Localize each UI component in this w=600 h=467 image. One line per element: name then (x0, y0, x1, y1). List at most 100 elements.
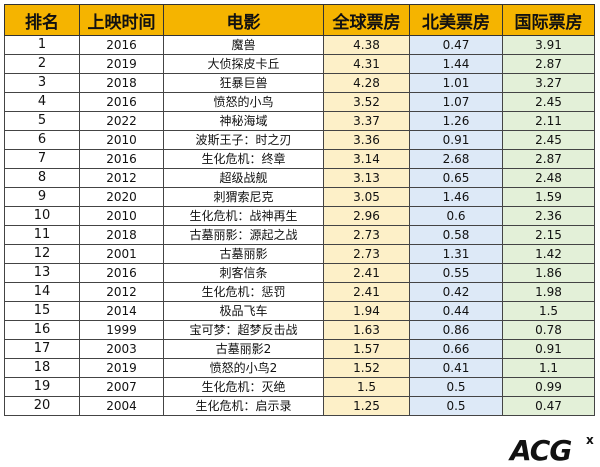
rank-cell: 17 (4, 339, 80, 359)
global-box-office-cell: 4.38 (323, 35, 410, 55)
movie-title-cell: 生化危机：惩罚 (163, 282, 324, 302)
global-box-office-cell: 1.94 (323, 301, 410, 321)
header-international-box-office: 国际票房 (502, 4, 595, 36)
movie-title-cell: 古墓丽影：源起之战 (163, 225, 324, 245)
header-north-america-box-office: 北美票房 (409, 4, 503, 36)
international-box-office-cell: 1.5 (502, 301, 595, 321)
release-year-cell: 2010 (79, 130, 164, 150)
release-year-cell: 2007 (79, 377, 164, 397)
table-row: 5 2022 神秘海域 3.37 1.26 2.11 (4, 111, 595, 131)
table-row: 6 2010 波斯王子：时之刃 3.36 0.91 2.45 (4, 130, 595, 150)
global-box-office-cell: 3.13 (323, 168, 410, 188)
global-box-office-cell: 2.41 (323, 282, 410, 302)
header-rank: 排名 (4, 4, 80, 36)
table-row: 4 2016 愤怒的小鸟 3.52 1.07 2.45 (4, 92, 595, 112)
release-year-cell: 2014 (79, 301, 164, 321)
table-row: 9 2020 刺猬索尼克 3.05 1.46 1.59 (4, 187, 595, 207)
north-america-box-office-cell: 0.44 (409, 301, 503, 321)
global-box-office-cell: 2.96 (323, 206, 410, 226)
north-america-box-office-cell: 1.31 (409, 244, 503, 264)
global-box-office-cell: 2.73 (323, 225, 410, 245)
international-box-office-cell: 0.78 (502, 320, 595, 340)
international-box-office-cell: 2.15 (502, 225, 595, 245)
release-year-cell: 2016 (79, 92, 164, 112)
table-row: 19 2007 生化危机：灭绝 1.5 0.5 0.99 (4, 377, 595, 397)
rank-cell: 16 (4, 320, 80, 340)
international-box-office-cell: 2.45 (502, 92, 595, 112)
rank-cell: 13 (4, 263, 80, 283)
international-box-office-cell: 1.1 (502, 358, 595, 378)
movie-title-cell: 宝可梦：超梦反击战 (163, 320, 324, 340)
north-america-box-office-cell: 0.65 (409, 168, 503, 188)
north-america-box-office-cell: 0.42 (409, 282, 503, 302)
release-year-cell: 2010 (79, 206, 164, 226)
header-movie: 电影 (163, 4, 324, 36)
movie-title-cell: 愤怒的小鸟2 (163, 358, 324, 378)
rank-cell: 6 (4, 130, 80, 150)
rank-cell: 1 (4, 35, 80, 55)
global-box-office-cell: 2.73 (323, 244, 410, 264)
rank-cell: 14 (4, 282, 80, 302)
international-box-office-cell: 0.91 (502, 339, 595, 359)
international-box-office-cell: 3.27 (502, 73, 595, 93)
movie-title-cell: 狂暴巨兽 (163, 73, 324, 93)
global-box-office-cell: 1.25 (323, 396, 410, 416)
north-america-box-office-cell: 0.5 (409, 396, 503, 416)
release-year-cell: 2004 (79, 396, 164, 416)
international-box-office-cell: 1.86 (502, 263, 595, 283)
movie-title-cell: 愤怒的小鸟 (163, 92, 324, 112)
global-box-office-cell: 3.37 (323, 111, 410, 131)
international-box-office-cell: 0.47 (502, 396, 595, 416)
movie-title-cell: 生化危机：启示录 (163, 396, 324, 416)
acg-logo-superscript: x (586, 433, 594, 447)
acg-logo-text: ACG (508, 434, 571, 466)
movie-title-cell: 古墓丽影 (163, 244, 324, 264)
north-america-box-office-cell: 0.5 (409, 377, 503, 397)
international-box-office-cell: 2.11 (502, 111, 595, 131)
north-america-box-office-cell: 1.26 (409, 111, 503, 131)
release-year-cell: 2020 (79, 187, 164, 207)
table-row: 13 2016 刺客信条 2.41 0.55 1.86 (4, 263, 595, 283)
global-box-office-cell: 3.14 (323, 149, 410, 169)
international-box-office-cell: 2.45 (502, 130, 595, 150)
international-box-office-cell: 2.87 (502, 54, 595, 74)
movie-title-cell: 生化危机：战神再生 (163, 206, 324, 226)
global-box-office-cell: 1.5 (323, 377, 410, 397)
global-box-office-cell: 2.41 (323, 263, 410, 283)
rank-cell: 4 (4, 92, 80, 112)
rank-cell: 12 (4, 244, 80, 264)
international-box-office-cell: 2.87 (502, 149, 595, 169)
north-america-box-office-cell: 2.68 (409, 149, 503, 169)
north-america-box-office-cell: 0.41 (409, 358, 503, 378)
international-box-office-cell: 3.91 (502, 35, 595, 55)
table-row: 12 2001 古墓丽影 2.73 1.31 1.42 (4, 244, 595, 264)
rank-cell: 20 (4, 396, 80, 416)
rank-cell: 15 (4, 301, 80, 321)
rank-cell: 8 (4, 168, 80, 188)
rank-cell: 7 (4, 149, 80, 169)
movie-title-cell: 神秘海域 (163, 111, 324, 131)
table-row: 17 2003 古墓丽影2 1.57 0.66 0.91 (4, 339, 595, 359)
header-release-year: 上映时间 (79, 4, 164, 36)
rank-cell: 19 (4, 377, 80, 397)
international-box-office-cell: 1.42 (502, 244, 595, 264)
global-box-office-cell: 3.05 (323, 187, 410, 207)
global-box-office-cell: 1.57 (323, 339, 410, 359)
header-row: 排名 上映时间 电影 全球票房 北美票房 国际票房 (4, 4, 595, 36)
rank-cell: 18 (4, 358, 80, 378)
release-year-cell: 2022 (79, 111, 164, 131)
release-year-cell: 2018 (79, 225, 164, 245)
movie-title-cell: 大侦探皮卡丘 (163, 54, 324, 74)
north-america-box-office-cell: 0.86 (409, 320, 503, 340)
international-box-office-cell: 1.59 (502, 187, 595, 207)
release-year-cell: 2003 (79, 339, 164, 359)
release-year-cell: 2019 (79, 358, 164, 378)
rank-cell: 2 (4, 54, 80, 74)
release-year-cell: 2012 (79, 168, 164, 188)
global-box-office-cell: 1.63 (323, 320, 410, 340)
release-year-cell: 2012 (79, 282, 164, 302)
table-row: 11 2018 古墓丽影：源起之战 2.73 0.58 2.15 (4, 225, 595, 245)
global-box-office-cell: 4.28 (323, 73, 410, 93)
release-year-cell: 2016 (79, 35, 164, 55)
release-year-cell: 1999 (79, 320, 164, 340)
